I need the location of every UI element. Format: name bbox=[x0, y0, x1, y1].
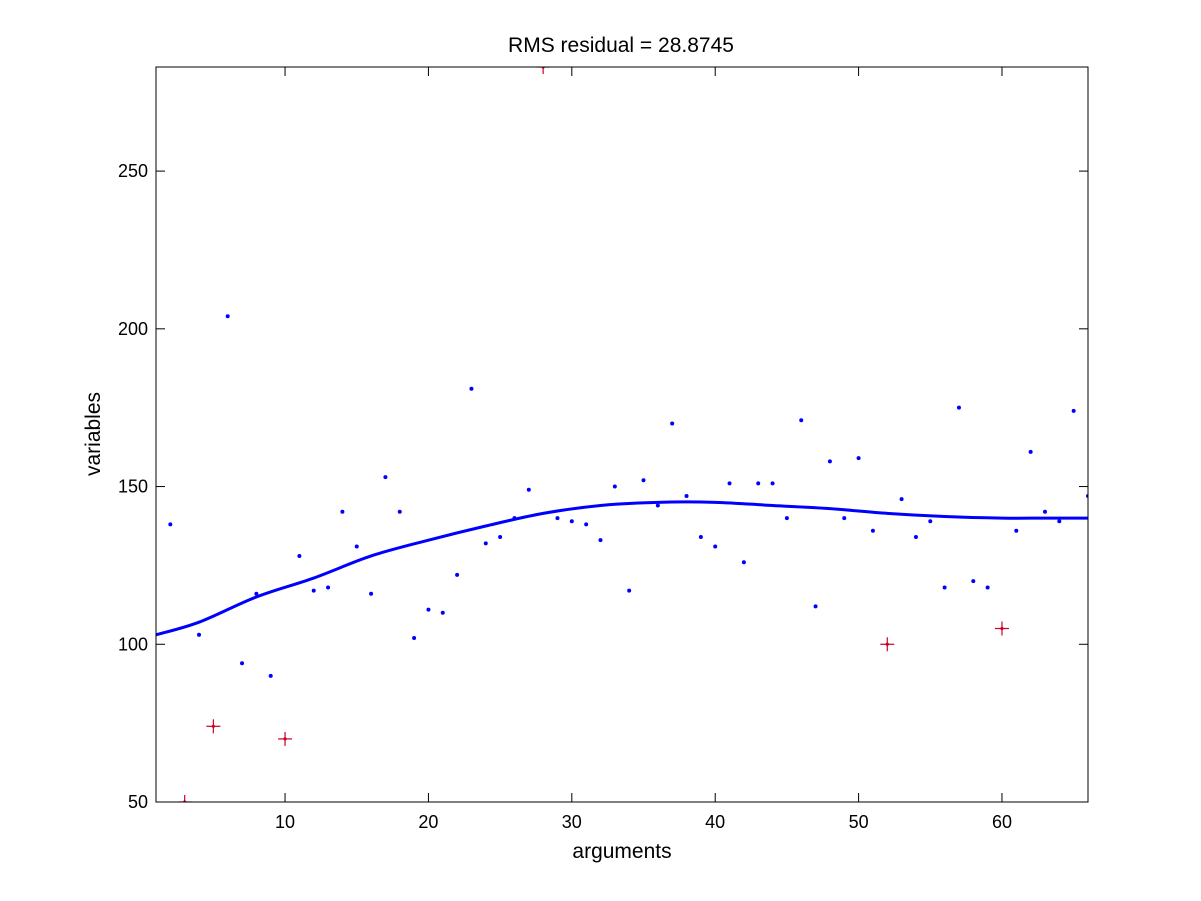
data-point bbox=[741, 560, 746, 565]
outlier-point bbox=[994, 621, 1009, 636]
data-point bbox=[168, 522, 173, 527]
data-point bbox=[756, 481, 761, 486]
data-point bbox=[369, 591, 374, 596]
y-tick-label: 50 bbox=[128, 792, 148, 812]
data-point bbox=[612, 484, 617, 489]
x-tick-label: 60 bbox=[992, 812, 1012, 832]
x-tick-label: 10 bbox=[275, 812, 295, 832]
data-point bbox=[483, 541, 488, 546]
data-point bbox=[1042, 509, 1047, 514]
data-point bbox=[397, 509, 402, 514]
data-point bbox=[713, 544, 718, 549]
data-point bbox=[383, 475, 388, 480]
data-point bbox=[641, 478, 646, 483]
x-tick-label: 30 bbox=[562, 812, 582, 832]
outlier-point bbox=[880, 637, 895, 652]
y-tick-label: 250 bbox=[118, 161, 148, 181]
data-point bbox=[842, 516, 847, 521]
data-point bbox=[340, 509, 345, 514]
data-point bbox=[942, 585, 947, 590]
data-point bbox=[225, 314, 230, 319]
y-tick-label: 100 bbox=[118, 634, 148, 654]
outlier-point bbox=[206, 719, 221, 734]
data-point bbox=[412, 635, 417, 640]
data-point bbox=[928, 519, 933, 524]
data-point bbox=[1071, 408, 1076, 413]
x-tick-label: 50 bbox=[849, 812, 869, 832]
data-point bbox=[426, 607, 431, 612]
data-point bbox=[455, 572, 460, 577]
data-point bbox=[1028, 449, 1033, 454]
axes-box bbox=[155, 66, 1089, 803]
data-point bbox=[254, 591, 259, 596]
data-point bbox=[870, 528, 875, 533]
data-point bbox=[971, 579, 976, 584]
data-point bbox=[827, 459, 832, 464]
y-axis-label: variables bbox=[82, 392, 105, 476]
data-point bbox=[813, 604, 818, 609]
y-tick-label: 200 bbox=[118, 319, 148, 339]
y-tick-label: 150 bbox=[118, 477, 148, 497]
data-point bbox=[770, 481, 775, 486]
data-point bbox=[469, 386, 474, 391]
data-point bbox=[684, 494, 689, 499]
data-point bbox=[670, 421, 675, 426]
data-point bbox=[526, 487, 531, 492]
data-point bbox=[498, 535, 503, 540]
data-point bbox=[799, 418, 804, 423]
data-point bbox=[899, 497, 904, 502]
chart-title: RMS residual = 28.8745 bbox=[508, 34, 734, 57]
data-point bbox=[956, 405, 961, 410]
data-point bbox=[598, 538, 603, 543]
data-point bbox=[584, 522, 589, 527]
data-point bbox=[512, 516, 517, 521]
series-layer bbox=[156, 67, 1088, 802]
data-point bbox=[326, 585, 331, 590]
x-tick-label: 40 bbox=[705, 812, 725, 832]
data-point bbox=[1057, 519, 1062, 524]
x-axis-label: arguments bbox=[572, 840, 671, 863]
data-point bbox=[569, 519, 574, 524]
data-point bbox=[856, 456, 861, 461]
data-point bbox=[197, 632, 202, 637]
data-point bbox=[440, 610, 445, 615]
data-point bbox=[985, 585, 990, 590]
data-point bbox=[698, 535, 703, 540]
data-point bbox=[1014, 528, 1019, 533]
data-point bbox=[297, 553, 302, 558]
outlier-point bbox=[278, 731, 293, 746]
data-point bbox=[784, 516, 789, 521]
data-point bbox=[913, 535, 918, 540]
ticks-layer: 10 20 30 40 50 60 50 100 150 200 250 bbox=[118, 67, 1088, 832]
data-point bbox=[627, 588, 632, 593]
data-point bbox=[655, 503, 660, 508]
data-point bbox=[354, 544, 359, 549]
data-point bbox=[555, 516, 560, 521]
data-point bbox=[311, 588, 316, 593]
data-point bbox=[268, 673, 273, 678]
fit-curve bbox=[156, 500, 1088, 637]
data-point bbox=[727, 481, 732, 486]
data-point bbox=[240, 661, 245, 666]
x-tick-label: 20 bbox=[418, 812, 438, 832]
